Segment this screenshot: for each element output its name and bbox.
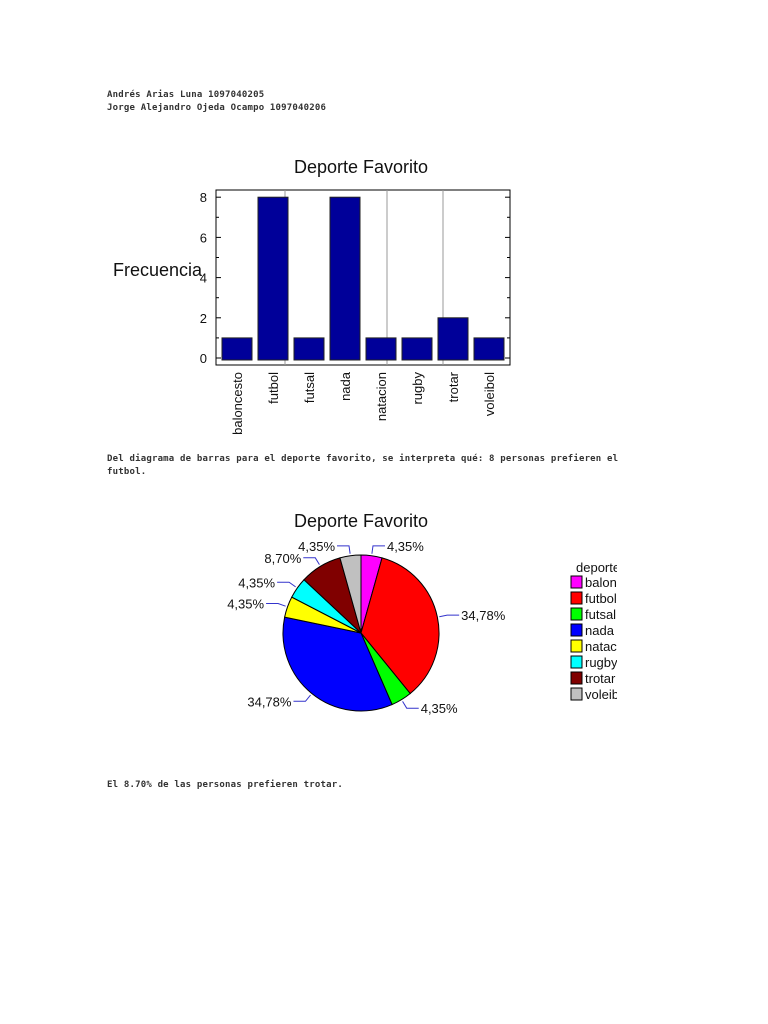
- legend-label: rugby: [585, 655, 618, 670]
- x-tick-label: futbol: [266, 372, 281, 404]
- pie-slice-nada: [282, 616, 393, 712]
- leader-line: [266, 603, 286, 607]
- legend-title: deporte: [576, 560, 620, 575]
- leader-line: [337, 545, 351, 554]
- legend-swatch: [570, 623, 583, 637]
- y-tick-label: 6: [200, 230, 207, 245]
- bar-nada: [329, 196, 361, 361]
- pie-legend: deporte baloncestofutbolfutsalnadanataci…: [570, 560, 648, 702]
- x-tick-label: rugby: [410, 372, 425, 405]
- author-line-2: Jorge Alejandro Ojeda Ocampo 1097040206: [107, 103, 327, 113]
- pie-slice-voleibol: [339, 554, 362, 634]
- slice-label: 34,78%: [247, 694, 292, 709]
- bar-voleibol: [473, 337, 505, 361]
- pie-chart-title: Deporte Favorito: [294, 511, 428, 531]
- legend-swatch: [570, 575, 583, 589]
- bar-chart-title: Deporte Favorito: [294, 157, 428, 177]
- slice-label: 34,78%: [461, 608, 506, 623]
- legend-label: voleibol: [585, 687, 629, 702]
- x-tick-label: natacion: [374, 372, 389, 421]
- legend-swatch: [570, 671, 583, 685]
- leader-line: [371, 545, 385, 554]
- legend-swatch: [570, 687, 583, 701]
- legend-label: baloncesto: [585, 575, 648, 590]
- bar-natacion: [365, 337, 397, 361]
- legend-label: futsal: [585, 607, 616, 622]
- leader-line: [402, 701, 419, 709]
- paragraph-1-line-2: futbol.: [107, 467, 147, 477]
- y-tick-label: 0: [200, 351, 207, 366]
- legend-label: natacion: [585, 639, 634, 654]
- slice-label: 8,70%: [264, 551, 301, 566]
- legend-swatch: [570, 607, 583, 621]
- bar-rugby: [401, 337, 433, 361]
- x-tick-label: voleibol: [482, 372, 497, 416]
- slice-label: 4,35%: [387, 539, 424, 554]
- leader-line: [439, 614, 460, 618]
- paragraph-1-line-1: Del diagrama de barras para el deporte f…: [107, 454, 619, 464]
- bar-chart-ylabel: Frecuencia: [113, 260, 203, 280]
- leader-line: [293, 694, 311, 702]
- bar-trotar: [437, 317, 469, 361]
- x-tick-label: futsal: [302, 372, 317, 403]
- legend-label: trotar: [585, 671, 616, 686]
- leader-line: [303, 557, 320, 565]
- legend-swatch: [570, 639, 583, 653]
- y-tick-label: 2: [200, 311, 207, 326]
- leader-line: [277, 581, 296, 588]
- paragraph-2: El 8.70% de las personas prefieren trota…: [107, 780, 343, 790]
- legend-swatch: [570, 655, 583, 669]
- legend-label: futbol: [585, 591, 617, 606]
- pie-slice-futbol: [360, 557, 440, 695]
- bar-futbol: [257, 196, 289, 361]
- bar-futsal: [293, 337, 325, 361]
- slice-label: 4,35%: [238, 575, 275, 590]
- x-tick-label: trotar: [446, 371, 461, 402]
- y-tick-label: 8: [200, 190, 207, 205]
- slice-label: 4,35%: [227, 597, 264, 612]
- bar-baloncesto: [221, 337, 253, 361]
- slice-label: 4,35%: [421, 701, 458, 716]
- x-tick-label: nada: [338, 371, 353, 401]
- author-line-1: Andrés Arias Luna 1097040205: [107, 90, 265, 100]
- legend-label: nada: [585, 623, 615, 638]
- legend-swatch: [570, 591, 583, 605]
- x-tick-label: baloncesto: [230, 372, 245, 435]
- slice-label: 4,35%: [298, 539, 335, 554]
- y-tick-label: 4: [200, 271, 207, 286]
